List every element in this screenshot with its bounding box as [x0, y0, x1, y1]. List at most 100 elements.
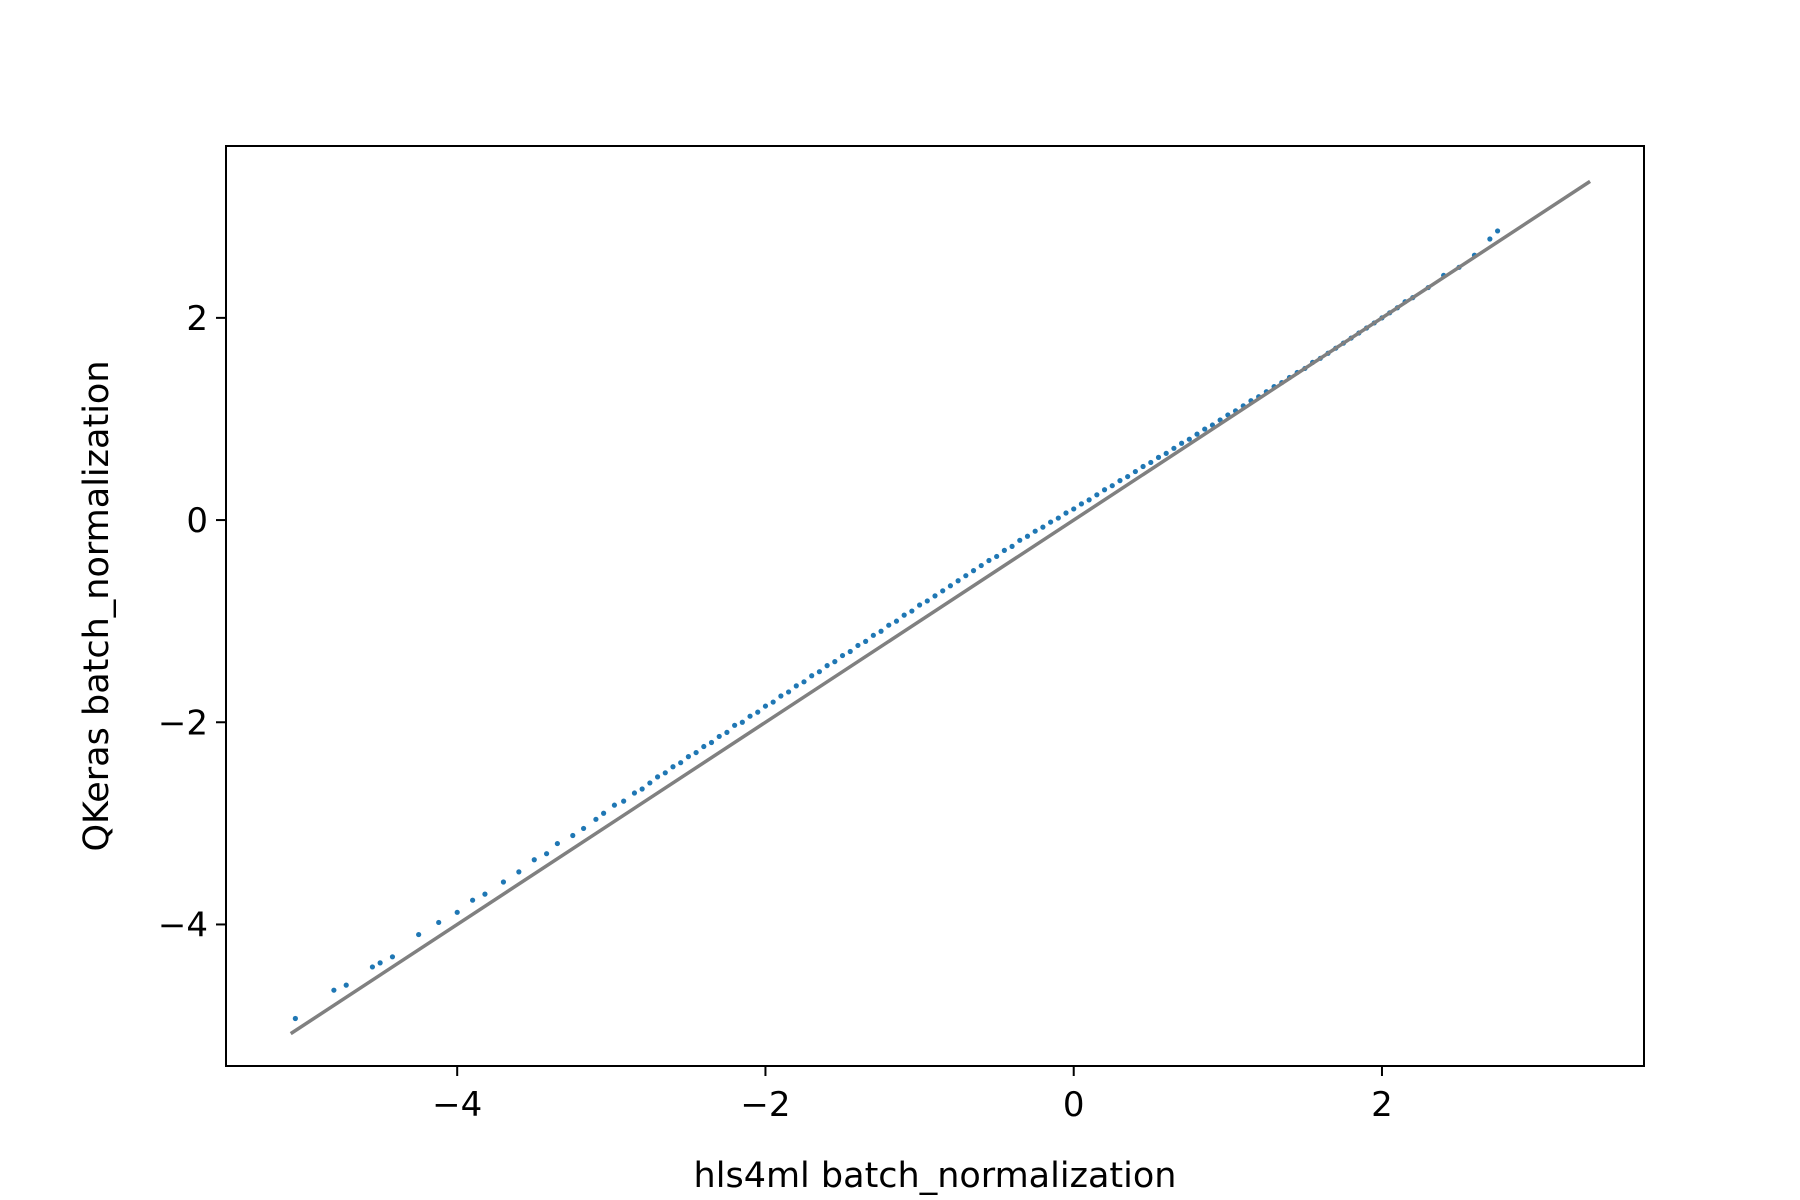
scatter-point	[963, 573, 969, 579]
scatter-point	[978, 562, 984, 569]
scatter-point	[824, 663, 830, 669]
scatter-point	[369, 964, 376, 970]
x-axis-ticks: −4 −2 0 2	[432, 1066, 1393, 1125]
scatter-point	[454, 909, 460, 915]
scatter-point	[793, 683, 799, 689]
scatter-point	[1132, 468, 1138, 475]
scatter-point	[878, 628, 884, 634]
scatter-point	[986, 557, 992, 564]
scatter-point	[1024, 533, 1031, 539]
scatter-point	[1194, 431, 1200, 437]
scatter-point	[343, 982, 349, 988]
scatter-point	[716, 733, 722, 740]
scatter-point	[924, 598, 930, 604]
scatter-point	[470, 897, 476, 903]
x-tick-label: 2	[1371, 1085, 1393, 1125]
scatter-point	[1148, 459, 1154, 466]
x-tick-label: −4	[432, 1085, 482, 1125]
scatter-point	[601, 810, 607, 816]
scatter-point	[701, 743, 707, 750]
scatter-point	[940, 588, 946, 594]
scatter-point	[886, 622, 892, 628]
scatter-point	[531, 857, 537, 863]
scatter-point	[893, 618, 900, 624]
scatter-point	[389, 954, 396, 960]
scatter-point	[809, 673, 815, 679]
scatter-point	[1163, 450, 1169, 456]
scatter-point	[916, 602, 923, 608]
scatter-point	[801, 679, 807, 685]
scatter-point	[909, 608, 915, 614]
scatter-point	[994, 553, 1000, 560]
y-axis-label: QKeras batch_normalization	[77, 360, 117, 851]
scatter-point	[647, 780, 653, 786]
scatter-point	[685, 754, 691, 760]
y-tick-label: 0	[186, 501, 208, 541]
scatter-point	[1125, 473, 1131, 480]
scatter-point	[377, 960, 383, 966]
scatter-point	[739, 719, 745, 725]
scatter-point	[1140, 463, 1146, 470]
scatter-point	[1171, 445, 1177, 451]
scatter-point	[639, 786, 645, 792]
scatter-point	[554, 840, 560, 847]
scatter-point	[1032, 528, 1038, 534]
scatter-point	[1487, 236, 1493, 242]
scatter-point	[847, 648, 853, 655]
scatter-point	[839, 652, 846, 659]
scatter-point	[732, 722, 738, 728]
scatter-point	[570, 832, 576, 839]
scatter-point	[516, 869, 522, 875]
scatter-point	[901, 612, 907, 618]
scatter-point	[1071, 506, 1077, 512]
x-tick-label: 0	[1063, 1085, 1085, 1125]
scatter-point	[662, 770, 668, 776]
scatter-point	[1063, 510, 1069, 516]
scatter-point	[482, 891, 488, 897]
scatter-point	[1048, 519, 1054, 525]
scatter-point	[1086, 497, 1092, 503]
y-tick-label: 2	[186, 299, 208, 339]
scatter-point	[708, 739, 715, 746]
scatter-point	[1094, 492, 1100, 498]
reference-line-layer	[289, 179, 1592, 1036]
scatter-point	[832, 659, 838, 665]
x-axis-label: hls4ml batch_normalization	[694, 1156, 1177, 1196]
scatter-point	[654, 774, 661, 780]
scatter-point	[747, 713, 753, 719]
scatter-point	[1017, 537, 1023, 543]
scatter-point	[724, 729, 730, 735]
scatter-point	[1186, 436, 1192, 442]
scatter-point	[678, 760, 684, 766]
scatter-point	[932, 593, 938, 599]
y-axis-ticks: −4 −2 0 2	[158, 299, 226, 945]
scatter-point	[1494, 228, 1501, 234]
scatter-point	[1040, 524, 1046, 530]
scatter-point	[762, 703, 769, 709]
scatter-point	[1001, 547, 1007, 554]
scatter-point	[331, 987, 337, 993]
scatter-point	[292, 1015, 298, 1022]
y-tick-label: −4	[158, 905, 208, 945]
scatter-point	[947, 583, 954, 589]
scatter-point	[1009, 543, 1015, 549]
plot-frame	[225, 145, 1645, 1067]
scatter-point	[1117, 478, 1123, 484]
scatter-point	[693, 749, 699, 756]
scatter-point	[1055, 515, 1061, 521]
scatter-point	[500, 879, 507, 885]
scatter-point	[543, 851, 550, 857]
scatter-point	[670, 764, 676, 770]
scatter-point	[778, 693, 784, 699]
scatter-point	[416, 931, 422, 938]
scatter-point	[770, 699, 776, 705]
scatter-point	[863, 638, 869, 644]
x-tick-label: −2	[740, 1085, 790, 1125]
scatter-point	[593, 816, 599, 822]
scatter-point	[1109, 483, 1115, 489]
scatter-point	[1155, 454, 1162, 460]
scatter-point	[631, 790, 638, 796]
scatter-point	[611, 802, 618, 808]
scatter-point	[1078, 501, 1085, 507]
